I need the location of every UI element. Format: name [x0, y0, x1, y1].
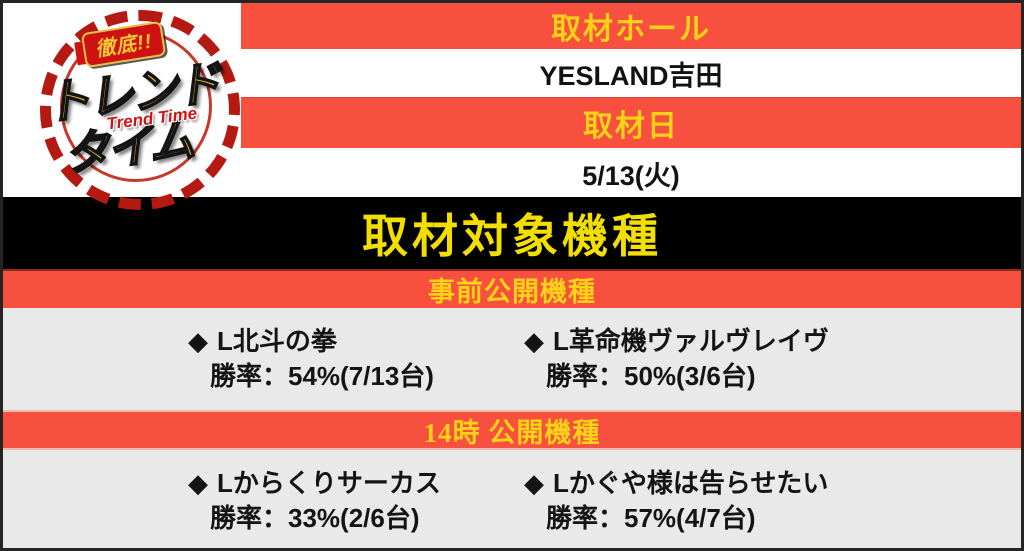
date-value-row: 5/13(火) [241, 148, 1021, 198]
machine-name: L北斗の拳 [217, 326, 337, 356]
section-title: 取材対象機種 [362, 211, 662, 262]
hall-name-row: YESLAND吉田 [241, 49, 1021, 97]
machine-name: Lかぐや様は告らせたい [553, 468, 829, 498]
diamond-icon: ◆ [188, 468, 208, 498]
machine-row-1: ◆ L北斗の拳 勝率：54%(7/13台) ◆ L革命機ヴァルヴレイヴ 勝率：50%… [3, 308, 1021, 410]
machine-name: L革命機ヴァルヴレイヴ [553, 326, 829, 356]
hall-label: 取材ホール [551, 13, 711, 46]
hall-name: YESLAND吉田 [539, 60, 723, 91]
machine-name: Lからくりサーカス [217, 468, 441, 498]
trend-time-logo: 徹底!! トレンド Trend Time タイム [31, 6, 240, 210]
hall-label-banner: 取材ホール [241, 3, 1021, 49]
group-banner-label: 14時 公開機種 [423, 417, 601, 448]
machine-cell: ◆ Lかぐや様は告らせたい 勝率：57%(4/7台) [512, 450, 1021, 548]
diamond-icon: ◆ [188, 326, 208, 356]
group-banner-label: 事前公開機種 [428, 277, 596, 307]
machine-win-rate: 勝率：50%(3/6台) [546, 361, 756, 391]
logo-dashed-ring-icon [40, 10, 240, 210]
date-value: 5/13(火) [582, 160, 680, 191]
machine-name-line: ◆ Lかぐや様は告らせたい [524, 467, 1021, 499]
machine-name-line: ◆ L北斗の拳 [188, 325, 512, 357]
machine-win-rate: 勝率：57%(4/7台) [546, 503, 756, 533]
machine-cell: ◆ Lからくりサーカス 勝率：33%(2/6台) [3, 450, 512, 548]
diamond-icon: ◆ [524, 468, 544, 498]
header-info-column: 取材ホール YESLAND吉田 取材日 5/13(火) [241, 3, 1021, 197]
diamond-icon: ◆ [524, 326, 544, 356]
machine-win-rate: 勝率：33%(2/6台) [210, 503, 420, 533]
group-banner-14h: 14時 公開機種 [3, 410, 1021, 450]
machine-win-rate: 勝率：54%(7/13台) [210, 361, 434, 391]
machine-name-line: ◆ L革命機ヴァルヴレイヴ [524, 325, 1021, 357]
logo-area: 徹底!! トレンド Trend Time タイム [3, 3, 241, 210]
date-label-banner: 取材日 [241, 97, 1021, 148]
header: 徹底!! トレンド Trend Time タイム 取材ホール YESLAND吉田… [3, 3, 1021, 210]
date-label: 取材日 [583, 110, 679, 143]
machine-cell: ◆ L革命機ヴァルヴレイヴ 勝率：50%(3/6台) [512, 308, 1021, 410]
machine-name-line: ◆ Lからくりサーカス [188, 467, 512, 499]
machine-row-2: ◆ Lからくりサーカス 勝率：33%(2/6台) ◆ Lかぐや様は告らせたい 勝率：… [3, 450, 1021, 548]
section-title-bar: 取材対象機種 [3, 197, 1021, 269]
machine-cell: ◆ L北斗の拳 勝率：54%(7/13台) [3, 308, 512, 410]
group-banner-pre-announced: 事前公開機種 [3, 269, 1021, 308]
logo-text: 徹底!! トレンド Trend Time タイム [20, 3, 250, 216]
